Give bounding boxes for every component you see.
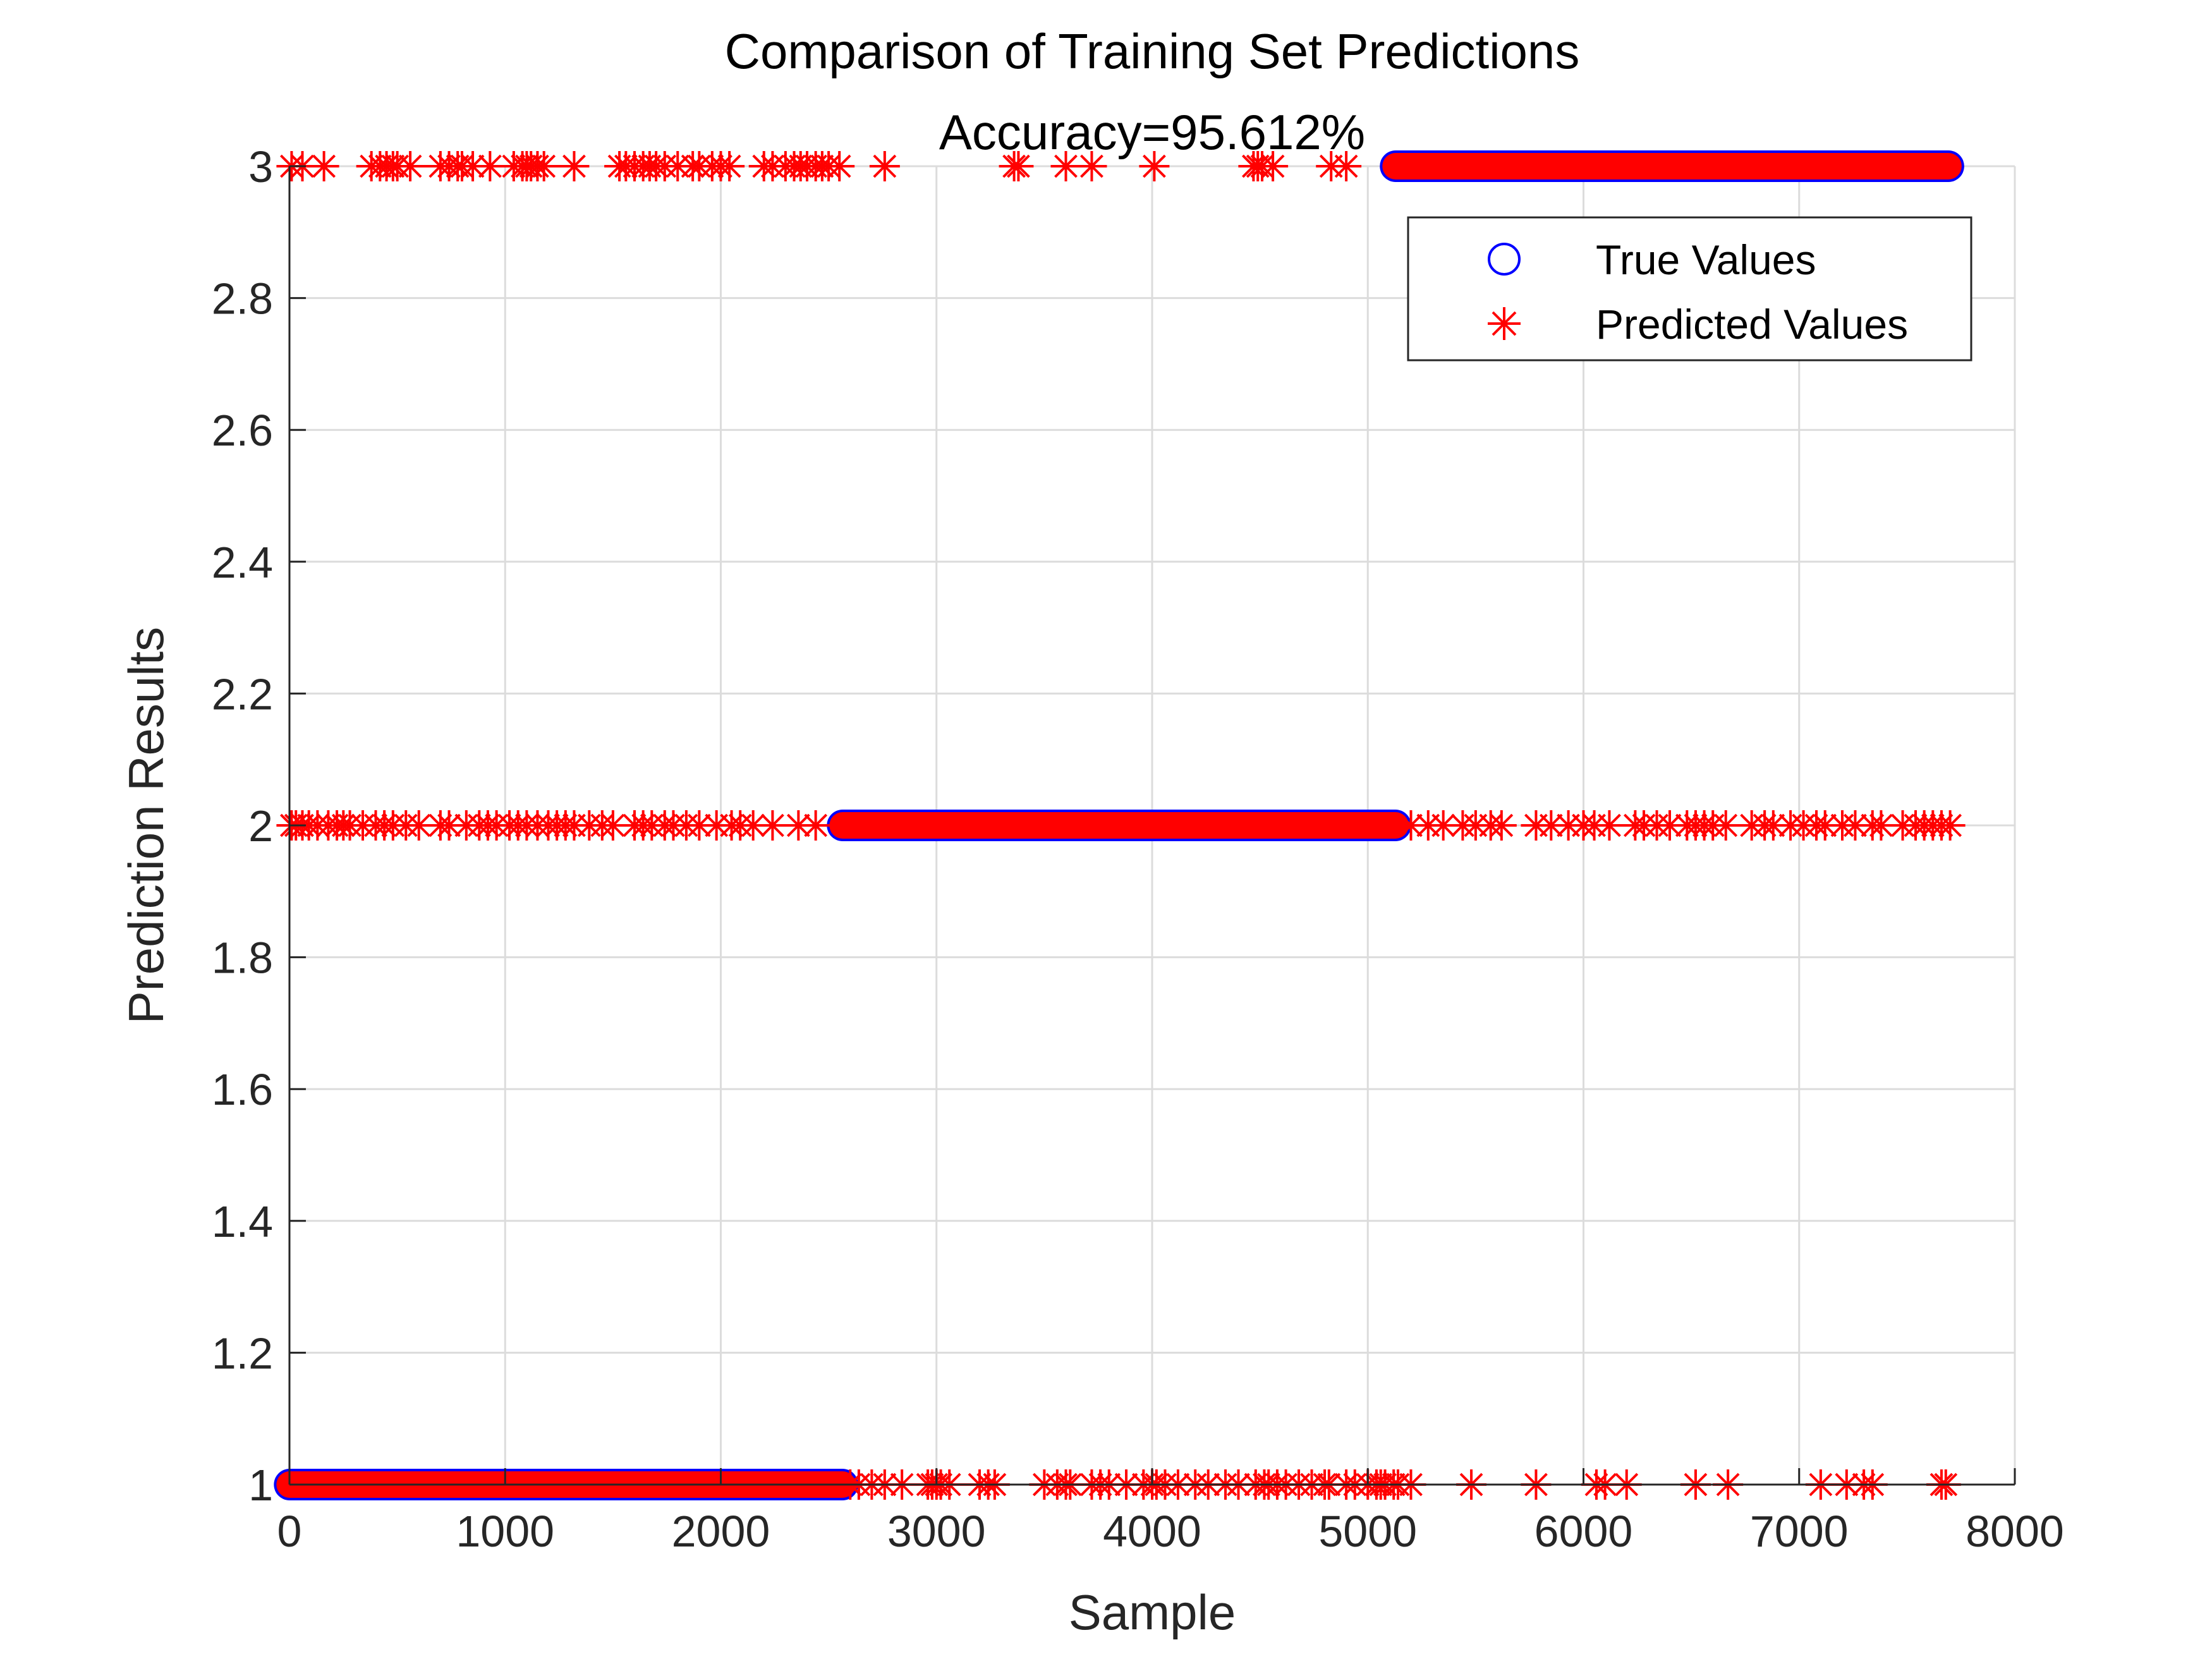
x-tick-label: 3000: [887, 1507, 986, 1556]
predicted-value-point: [1076, 151, 1107, 181]
y-tick-label: 2: [248, 801, 273, 851]
predicted-value-point: [403, 810, 434, 841]
y-tick-label: 1: [248, 1461, 273, 1510]
x-tick-label: 7000: [1750, 1507, 1849, 1556]
y-tick-label: 2.6: [212, 406, 273, 455]
predicted-value-point: [559, 151, 590, 181]
y-tick-label: 1.4: [212, 1197, 273, 1246]
chart-subtitle: Accuracy=95.612%: [939, 104, 1365, 160]
predicted-value-point: [869, 151, 900, 181]
predicted-value-point: [714, 151, 745, 181]
predicted-value-point: [1258, 151, 1289, 181]
predicted-value-point: [1594, 810, 1625, 841]
predicted-value-point: [1536, 810, 1567, 841]
x-tick-label: 5000: [1318, 1507, 1417, 1556]
predicted-value-point: [1710, 810, 1741, 841]
x-tick-label: 1000: [456, 1507, 554, 1556]
chart-title: Comparison of Training Set Predictions: [725, 23, 1580, 79]
legend-predicted-label: Predicted Values: [1596, 301, 1908, 348]
predicted-value-point: [434, 810, 465, 841]
x-tick-label: 2000: [672, 1507, 770, 1556]
predicted-value-point: [1139, 151, 1170, 181]
predicted-value-point: [1866, 810, 1897, 841]
legend-predicted-asterisk-icon: [1488, 307, 1521, 340]
x-tick-labels: 0 1000 2000 3000 4000 5000 6000 7000 8000: [277, 1468, 2064, 1556]
x-tick-label: 6000: [1534, 1507, 1633, 1556]
y-tick-label: 2.8: [212, 274, 273, 324]
legend: True Values Predicted Values: [1407, 216, 1972, 362]
predicted-value-point: [308, 151, 339, 181]
predicted-value-point: [800, 810, 831, 841]
legend-true-label: True Values: [1596, 236, 1816, 283]
y-tick-label: 2.2: [212, 669, 273, 719]
y-axis-label: Prediction Results: [118, 627, 174, 1024]
y-tick-labels: 1 1.2 1.4 1.6 1.8 2 2.2 2.4 2.6 2.8 3: [212, 142, 306, 1510]
x-tick-label: 8000: [1966, 1507, 2064, 1556]
predicted-value-point: [1486, 810, 1517, 841]
x-tick-label: 4000: [1103, 1507, 1201, 1556]
predicted-value-point: [757, 810, 788, 841]
y-tick-label: 1.6: [212, 1065, 273, 1114]
predicted-value-point: [395, 151, 426, 181]
x-tick-label: 0: [277, 1507, 302, 1556]
y-tick-label: 3: [248, 142, 273, 191]
x-axis-label: Sample: [1069, 1584, 1236, 1640]
y-tick-label: 1.2: [212, 1328, 273, 1378]
predicted-value-point: [1050, 151, 1081, 181]
predicted-value-point: [528, 151, 559, 181]
y-tick-label: 1.8: [212, 933, 273, 983]
predicted-value-point: [1935, 810, 1966, 841]
legend-box: [1407, 216, 1972, 362]
predicted-value-point: [1331, 151, 1362, 181]
predicted-value-point: [1003, 151, 1034, 181]
predicted-value-point: [1840, 810, 1871, 841]
predicted-value-point: [824, 151, 855, 181]
y-tick-label: 2.4: [212, 538, 273, 587]
legend-true-circle-icon: [1488, 243, 1521, 276]
